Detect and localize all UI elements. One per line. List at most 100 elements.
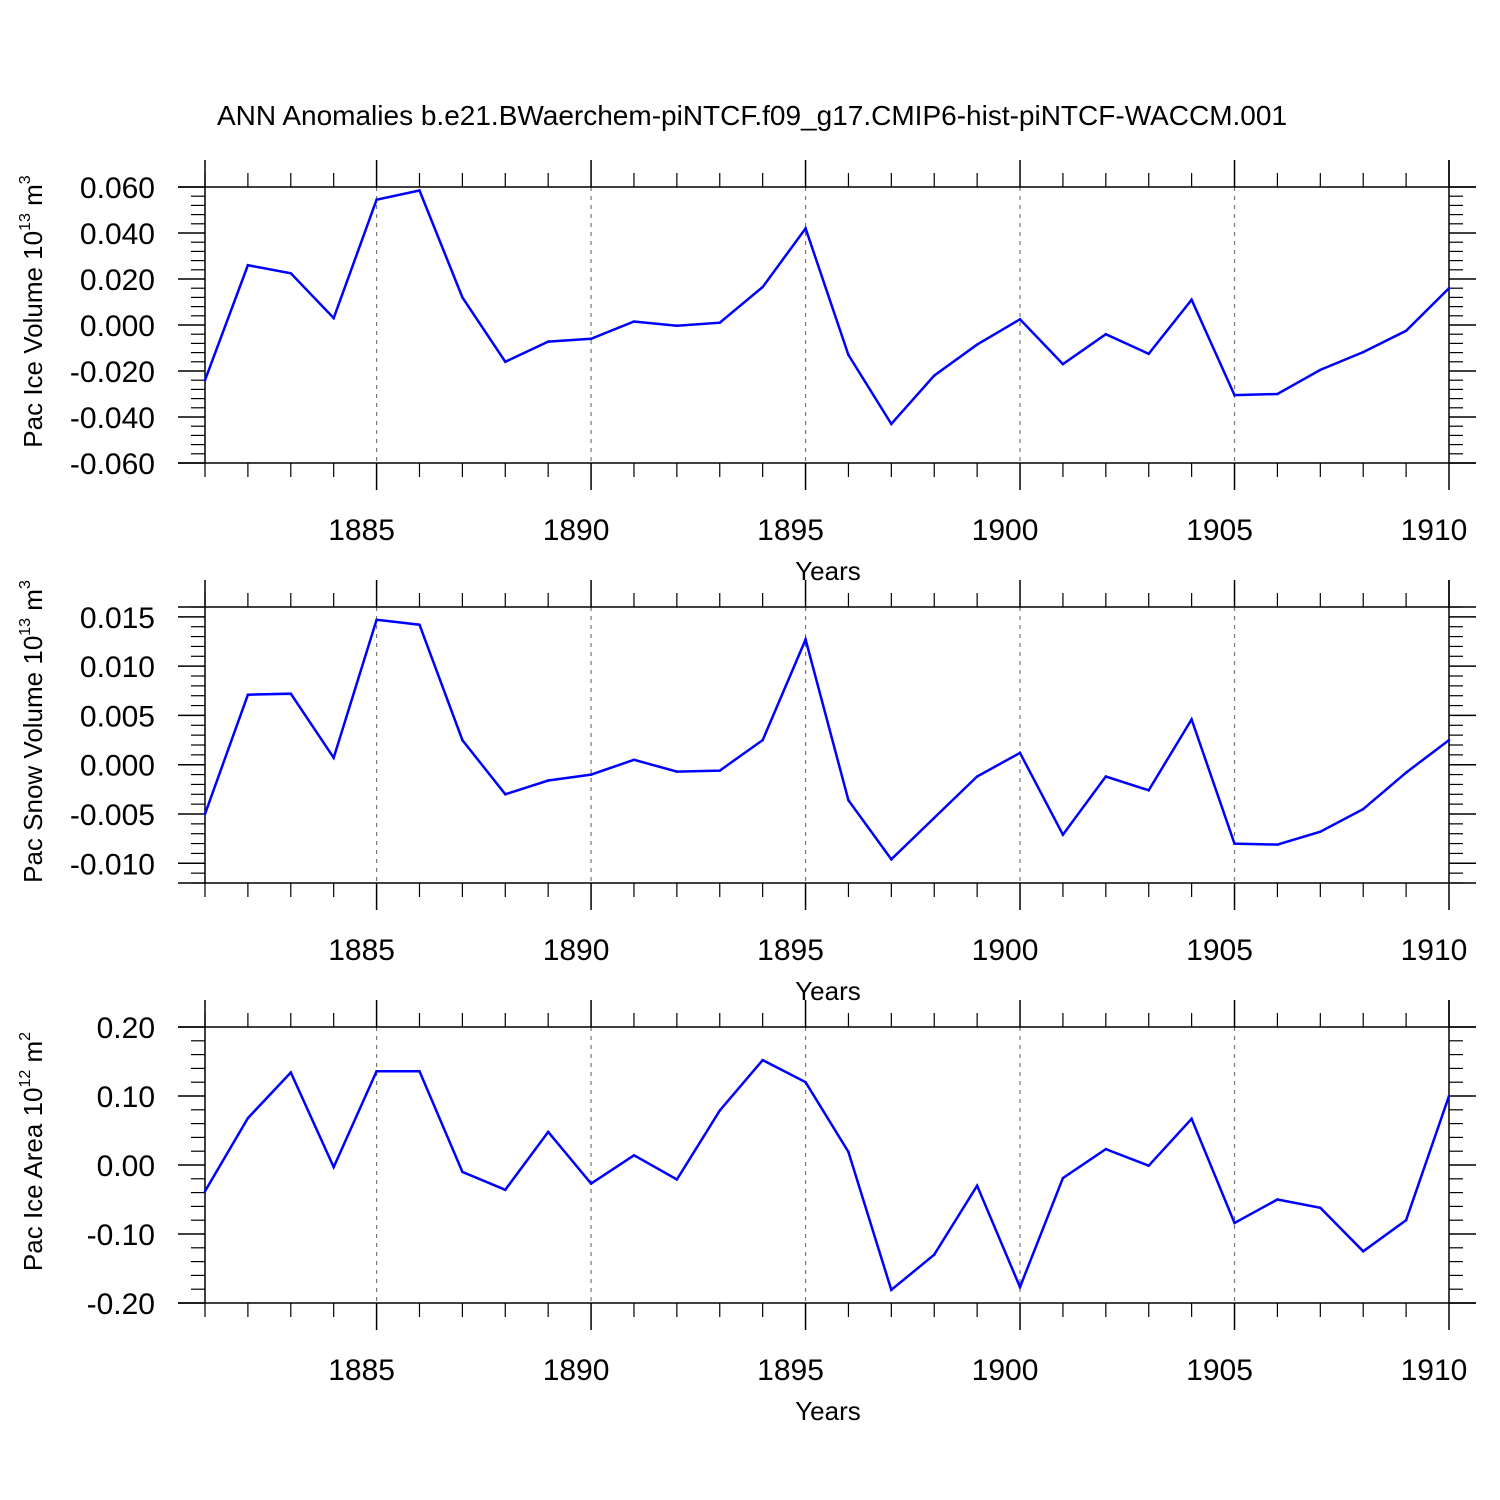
data-point <box>1147 352 1151 356</box>
data-point <box>1319 368 1322 372</box>
x-tick-label: 1905 <box>1186 934 1253 967</box>
data-point <box>975 775 979 778</box>
data-point <box>289 692 293 696</box>
chart-panel-3: -0.20 -0.10 0.00 0.10 0.20 1885 1890 1895 1900 19… <box>17 1000 1476 1426</box>
data-point <box>718 769 722 772</box>
data-point <box>932 1253 936 1256</box>
data-point <box>1104 775 1108 778</box>
series-line <box>203 1058 1451 1293</box>
data-point <box>975 343 979 346</box>
data-point <box>1233 842 1236 845</box>
data-point <box>1233 393 1236 397</box>
data-point <box>1147 789 1151 792</box>
y-tick-label: 0.060 <box>80 172 155 205</box>
data-point <box>675 770 679 773</box>
data-point <box>804 227 807 230</box>
x-tick-label: 1885 <box>328 1354 395 1387</box>
data-point <box>461 738 464 742</box>
data-point <box>761 1058 764 1062</box>
data-point <box>632 320 636 323</box>
x-tick-label: 1900 <box>972 514 1039 547</box>
chart-panel-2: -0.010 -0.005 0.000 0.005 0.010 0.015 1885 1890… <box>17 580 1476 1006</box>
data-point <box>718 321 722 325</box>
data-point <box>1233 1221 1236 1225</box>
y-axis-title: Pac Ice Volume 1013 m3 <box>17 175 48 448</box>
data-point <box>1190 1117 1193 1121</box>
chart-panel-1: -0.060 -0.040 -0.020 0.000 0.020 0.040 0.060 18… <box>17 160 1476 586</box>
x-tick-label: 1890 <box>543 1354 610 1387</box>
data-point <box>1319 830 1322 834</box>
data-point <box>203 812 207 816</box>
data-point <box>589 773 593 776</box>
y-tick-label: 0.005 <box>80 700 155 733</box>
x-tick-label: 1900 <box>972 1354 1039 1387</box>
x-tick-label: 1890 <box>543 514 610 547</box>
x-tick-label: 1905 <box>1186 1354 1253 1387</box>
data-point <box>375 1069 378 1073</box>
data-point <box>1319 1206 1322 1210</box>
data-point <box>461 1170 464 1174</box>
data-point <box>1276 843 1279 846</box>
data-point <box>1104 1147 1108 1151</box>
y-tick-label: -0.020 <box>70 356 155 389</box>
y-axis-title: Pac Ice Area 1012 m2 <box>17 1032 48 1271</box>
x-tick-label: 1885 <box>328 934 395 967</box>
data-point <box>1447 738 1451 742</box>
data-point <box>1447 1094 1451 1098</box>
data-point <box>546 340 550 343</box>
y-axis-title: Pac Snow Volume 1013 m3 <box>17 580 48 883</box>
data-point <box>246 263 250 267</box>
data-point <box>632 1154 636 1157</box>
x-tick-label: 1895 <box>757 934 824 967</box>
y-tick-label: 0.015 <box>80 602 155 635</box>
data-point <box>675 324 679 327</box>
y-tick-label: 0.20 <box>97 1012 155 1045</box>
x-tick-label: 1895 <box>757 1354 824 1387</box>
data-point <box>461 296 464 299</box>
y-tick-label: 0.000 <box>80 310 155 343</box>
data-point <box>332 756 335 760</box>
data-point <box>718 1109 722 1112</box>
data-point <box>932 374 936 377</box>
data-point <box>890 1288 893 1292</box>
data-point <box>503 1188 507 1192</box>
x-tick-label: 1895 <box>757 514 824 547</box>
data-point <box>246 1116 250 1120</box>
data-point <box>847 353 850 357</box>
data-point <box>1061 1176 1065 1180</box>
x-tick-label: 1910 <box>1401 514 1468 547</box>
data-point <box>1404 329 1408 333</box>
data-point <box>1018 317 1022 321</box>
data-point <box>289 271 293 275</box>
data-point <box>289 1071 293 1074</box>
x-axis-title: Years <box>795 1396 861 1426</box>
x-tick-label: 1910 <box>1401 1354 1468 1387</box>
y-tick-label: 0.020 <box>80 264 155 297</box>
data-point <box>890 422 893 426</box>
data-point <box>418 189 421 192</box>
data-point <box>1018 751 1022 755</box>
data-point <box>332 1165 335 1169</box>
data-point <box>1361 1249 1365 1253</box>
data-point <box>1190 298 1193 302</box>
data-point <box>1361 807 1365 811</box>
data-point <box>418 623 421 627</box>
data-point <box>1018 1285 1022 1289</box>
x-tick-label: 1890 <box>543 934 610 967</box>
data-point <box>847 798 850 802</box>
data-point <box>1447 286 1451 290</box>
data-point <box>804 638 807 641</box>
data-point <box>975 1184 979 1187</box>
data-point <box>675 1178 679 1181</box>
data-point <box>546 779 550 782</box>
y-tick-label: -0.005 <box>70 799 155 832</box>
data-point <box>1361 350 1365 354</box>
data-point <box>375 618 378 622</box>
y-tick-label: -0.10 <box>87 1219 155 1252</box>
y-tick-label: -0.060 <box>70 448 155 481</box>
data-point <box>1404 771 1408 774</box>
data-point <box>847 1150 850 1154</box>
y-tick-label: -0.20 <box>87 1288 155 1321</box>
data-point <box>1276 1198 1279 1201</box>
